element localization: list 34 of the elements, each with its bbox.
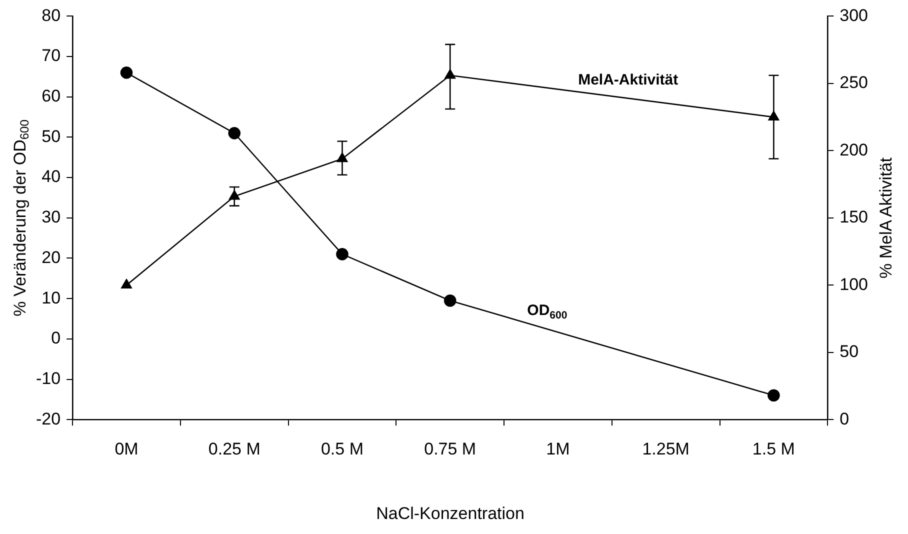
- y-tick-label: 0: [51, 328, 61, 348]
- y-tick-label: 30: [42, 208, 61, 227]
- point: [228, 127, 241, 140]
- x-axis-title: NaCl-Konzentration: [376, 504, 524, 524]
- y-tick-label: 80: [42, 6, 61, 25]
- x-tick-label: 1M: [546, 439, 570, 458]
- x-tick-label: 0.75 M: [424, 439, 476, 458]
- y2-axis-title: % MelA Aktivität: [876, 157, 896, 278]
- point: [768, 389, 780, 402]
- y2-tick-label: 50: [840, 342, 859, 362]
- y-tick-label: 50: [42, 126, 61, 146]
- y-tick-label: -10: [36, 368, 61, 388]
- series-label: MelA-Aktivität: [578, 71, 678, 88]
- y-tick-label: 20: [42, 248, 61, 267]
- y-tick-label: 40: [42, 167, 61, 186]
- x-tick-label: 0M: [114, 439, 138, 458]
- y2-tick-label: 150: [840, 208, 868, 227]
- y-tick-label: 60: [42, 86, 61, 106]
- y2-tick-label: 100: [840, 274, 868, 294]
- point: [444, 294, 456, 307]
- point: [336, 248, 348, 260]
- y-tick-label: 70: [42, 46, 61, 66]
- x-tick-label: 1.5 M: [752, 439, 795, 458]
- point: [121, 278, 132, 289]
- y2-tick-label: 200: [840, 140, 868, 160]
- point: [120, 66, 133, 79]
- y2-tick-label: 0: [840, 409, 850, 428]
- y-tick-label: -20: [36, 409, 61, 428]
- y-tick-label: 10: [42, 288, 61, 308]
- x-tick-label: 0.25 M: [208, 439, 260, 458]
- y2-tick-label: 250: [840, 73, 868, 92]
- x-tick-label: 0.5 M: [320, 439, 364, 458]
- x-tick-label: 1.25M: [642, 439, 690, 458]
- y2-tick-label: 300: [840, 6, 868, 25]
